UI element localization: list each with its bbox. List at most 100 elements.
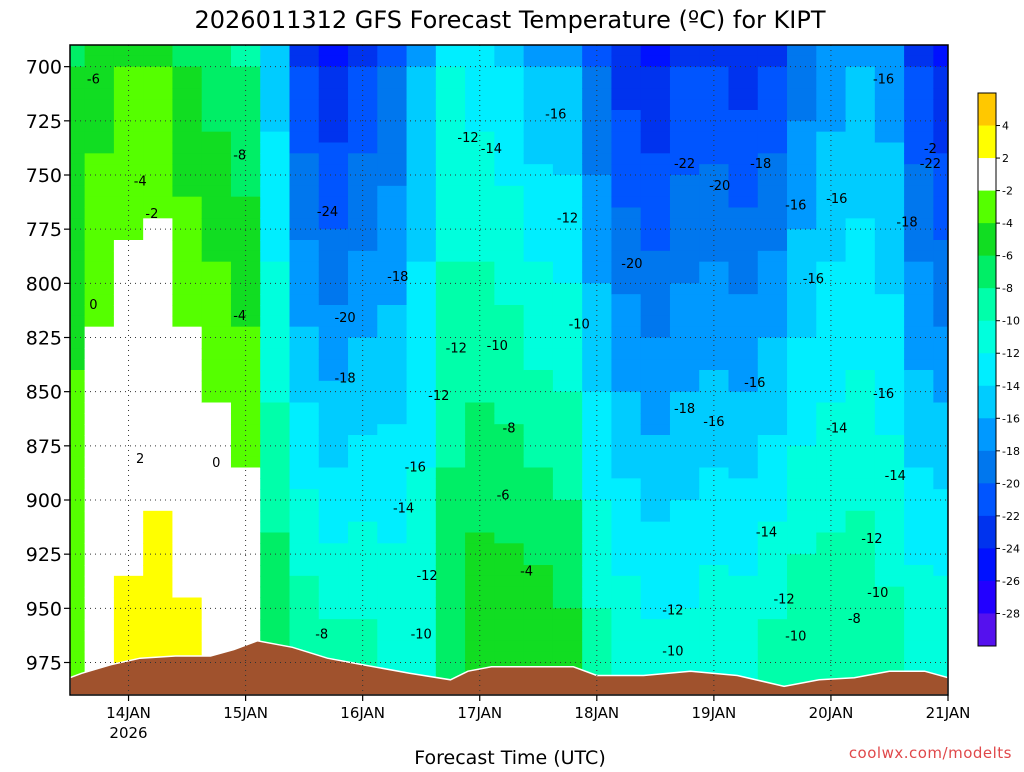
field-cell xyxy=(84,207,115,219)
field-cell xyxy=(84,337,115,349)
field-cell xyxy=(70,651,86,664)
y-tick-label: 900 xyxy=(26,490,62,512)
field-cell xyxy=(933,77,948,89)
field-cell xyxy=(816,380,847,393)
field-cell xyxy=(611,380,642,393)
field-cell xyxy=(640,229,671,241)
field-cell xyxy=(84,272,115,284)
field-cell xyxy=(699,521,730,534)
field-cell xyxy=(582,99,613,111)
field-cell xyxy=(348,445,378,458)
field-cell xyxy=(582,640,613,653)
field-cell xyxy=(494,424,525,436)
field-cell xyxy=(874,651,905,664)
field-cell xyxy=(70,110,86,122)
field-cell xyxy=(640,164,671,176)
field-cell xyxy=(757,532,788,544)
field-cell xyxy=(289,391,320,404)
chart-title: 2026011312 GFS Forecast Temperature (ºC)… xyxy=(194,6,825,34)
field-cell xyxy=(699,185,730,198)
field-cell xyxy=(582,66,613,79)
field-cell xyxy=(70,294,86,306)
field-cell xyxy=(172,586,203,599)
field-cell xyxy=(582,402,613,414)
field-cell xyxy=(143,164,174,176)
field-cell xyxy=(201,543,232,555)
field-cell xyxy=(787,348,817,360)
field-cell xyxy=(143,630,174,642)
field-cell xyxy=(845,337,876,349)
field-cell xyxy=(904,337,934,349)
field-cell xyxy=(113,142,144,154)
field-cell xyxy=(757,510,788,523)
field-cell xyxy=(113,283,144,295)
field-cell xyxy=(406,164,437,176)
field-cell xyxy=(113,272,144,284)
field-cell xyxy=(728,359,759,371)
field-cell xyxy=(728,66,759,79)
field-cell xyxy=(640,565,671,577)
field-cell xyxy=(669,120,700,133)
field-cell xyxy=(201,435,232,447)
field-cell xyxy=(523,575,554,588)
field-cell xyxy=(230,153,261,165)
field-cell xyxy=(787,565,817,577)
field-cell xyxy=(201,391,232,404)
field-cell xyxy=(143,467,174,479)
field-cell xyxy=(230,489,261,501)
field-cell xyxy=(787,467,817,479)
field-cell xyxy=(260,185,291,198)
field-cell xyxy=(494,521,525,534)
field-cell xyxy=(787,77,817,89)
field-cell xyxy=(904,131,934,144)
field-cell xyxy=(728,250,759,263)
field-cell xyxy=(904,445,934,458)
field-cell xyxy=(552,55,583,68)
field-cell xyxy=(318,391,349,404)
field-cell xyxy=(787,489,817,501)
field-cell xyxy=(201,131,232,144)
field-cell xyxy=(874,402,905,414)
field-cell xyxy=(260,315,291,328)
field-cell xyxy=(816,272,847,284)
field-cell xyxy=(230,554,261,566)
field-cell xyxy=(318,456,349,469)
field-cell xyxy=(582,207,613,219)
field-cell xyxy=(465,196,495,209)
field-cell xyxy=(669,597,700,609)
field-cell xyxy=(201,326,232,339)
field-cell xyxy=(260,207,291,219)
field-cell xyxy=(230,348,261,360)
field-cell xyxy=(406,532,437,544)
field-cell xyxy=(845,500,876,512)
field-cell xyxy=(874,510,905,523)
field-cell xyxy=(70,554,86,566)
field-cell xyxy=(377,500,408,512)
field-cell xyxy=(933,391,948,404)
field-cell xyxy=(143,66,174,79)
field-cell xyxy=(933,294,948,306)
field-cell xyxy=(113,229,144,241)
field-cell xyxy=(669,554,700,566)
field-cell xyxy=(172,305,203,317)
field-cell xyxy=(84,131,115,144)
field-cell xyxy=(289,88,320,100)
field-cell xyxy=(582,662,613,674)
field-cell xyxy=(84,261,115,274)
field-cell xyxy=(172,326,203,339)
contour-label: -16 xyxy=(405,461,426,476)
contour-label: -4 xyxy=(134,175,147,190)
x-axis-title: Forecast Time (UTC) xyxy=(414,747,605,768)
field-cell xyxy=(728,500,759,512)
field-cell xyxy=(787,110,817,122)
field-cell xyxy=(406,207,437,219)
field-cell xyxy=(377,554,408,566)
field-cell xyxy=(582,88,613,100)
colorbar-tick-label: -24 xyxy=(1002,542,1020,555)
field-cell xyxy=(640,640,671,653)
field-cell xyxy=(377,597,408,609)
field-cell xyxy=(787,554,817,566)
field-cell xyxy=(669,467,700,479)
field-cell xyxy=(552,294,583,306)
field-cell xyxy=(289,575,320,588)
